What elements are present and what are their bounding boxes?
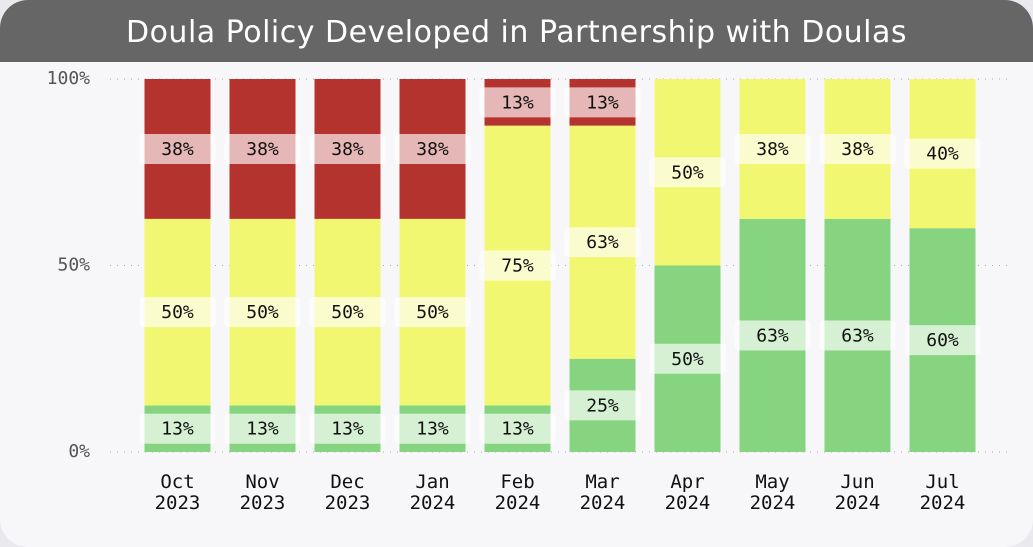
data-label: 13% <box>501 92 534 113</box>
label-bg <box>139 297 216 328</box>
x-tick-label: Oct 2023 <box>154 471 201 514</box>
data-label: 38% <box>756 139 789 160</box>
label-bg <box>394 413 471 444</box>
data-label: 63% <box>841 325 874 346</box>
data-label: 50% <box>331 302 364 323</box>
data-label: 50% <box>671 162 704 183</box>
data-label: 38% <box>331 139 364 160</box>
x-tick-label: Feb 2024 <box>494 471 541 514</box>
data-label: 50% <box>246 302 279 323</box>
label-bg <box>904 325 981 356</box>
label-bg <box>819 133 896 164</box>
data-label: 63% <box>586 232 619 253</box>
data-label: 13% <box>586 92 619 113</box>
x-tick-label: Apr 2024 <box>664 471 711 514</box>
x-tick-label: Jan 2024 <box>409 471 456 514</box>
label-bg <box>479 250 556 281</box>
label-bg <box>564 390 641 421</box>
x-tick-label: Dec 2023 <box>324 471 371 514</box>
data-label: 50% <box>671 349 704 370</box>
data-label: 50% <box>161 302 194 323</box>
label-bg <box>139 413 216 444</box>
y-tick-label: 100% <box>47 68 91 89</box>
data-label: 38% <box>416 139 449 160</box>
x-tick-label: Jun 2024 <box>834 471 881 514</box>
label-bg <box>904 138 981 169</box>
data-label: 63% <box>756 325 789 346</box>
label-bg <box>819 320 896 351</box>
data-label: 38% <box>246 139 279 160</box>
data-label: 38% <box>841 139 874 160</box>
x-tick-label: May 2024 <box>749 471 796 514</box>
label-bg <box>564 227 641 258</box>
data-label: 13% <box>161 419 194 440</box>
x-tick-label: Mar 2024 <box>579 471 626 514</box>
label-bg <box>224 133 301 164</box>
label-bg <box>224 297 301 328</box>
label-bg <box>734 320 811 351</box>
label-bg <box>309 297 386 328</box>
data-label: 25% <box>586 395 619 416</box>
label-bg <box>394 297 471 328</box>
y-tick-label: 0% <box>68 441 90 462</box>
data-label: 38% <box>161 139 194 160</box>
chart-title: Doula Policy Developed in Partnership wi… <box>0 0 1033 62</box>
data-label: 13% <box>501 419 534 440</box>
label-bg <box>479 413 556 444</box>
x-tick-label: Jul 2024 <box>919 471 966 514</box>
label-bg <box>479 87 556 118</box>
label-bg <box>734 133 811 164</box>
label-bg <box>649 157 726 188</box>
data-label: 13% <box>416 419 449 440</box>
label-bg <box>564 87 641 118</box>
label-bg <box>309 133 386 164</box>
label-bg <box>224 413 301 444</box>
label-bg <box>394 133 471 164</box>
data-label: 40% <box>926 144 959 165</box>
data-label: 50% <box>416 302 449 323</box>
data-label: 75% <box>501 256 534 277</box>
label-bg <box>139 133 216 164</box>
y-tick-label: 50% <box>57 255 90 276</box>
x-tick-label: Nov 2023 <box>239 471 286 514</box>
data-label: 13% <box>246 419 279 440</box>
label-bg <box>309 413 386 444</box>
data-label: 13% <box>331 419 364 440</box>
label-bg <box>649 343 726 374</box>
data-label: 60% <box>926 330 959 351</box>
